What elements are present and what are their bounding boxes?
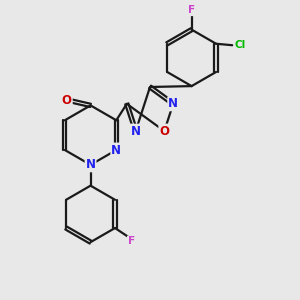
Text: N: N: [111, 143, 121, 157]
Text: N: N: [85, 158, 96, 171]
Text: Cl: Cl: [234, 40, 245, 50]
Text: O: O: [159, 124, 169, 138]
Text: F: F: [188, 5, 195, 15]
Text: N: N: [131, 124, 141, 138]
Text: O: O: [62, 94, 72, 107]
Text: N: N: [168, 97, 178, 110]
Text: F: F: [128, 236, 135, 246]
